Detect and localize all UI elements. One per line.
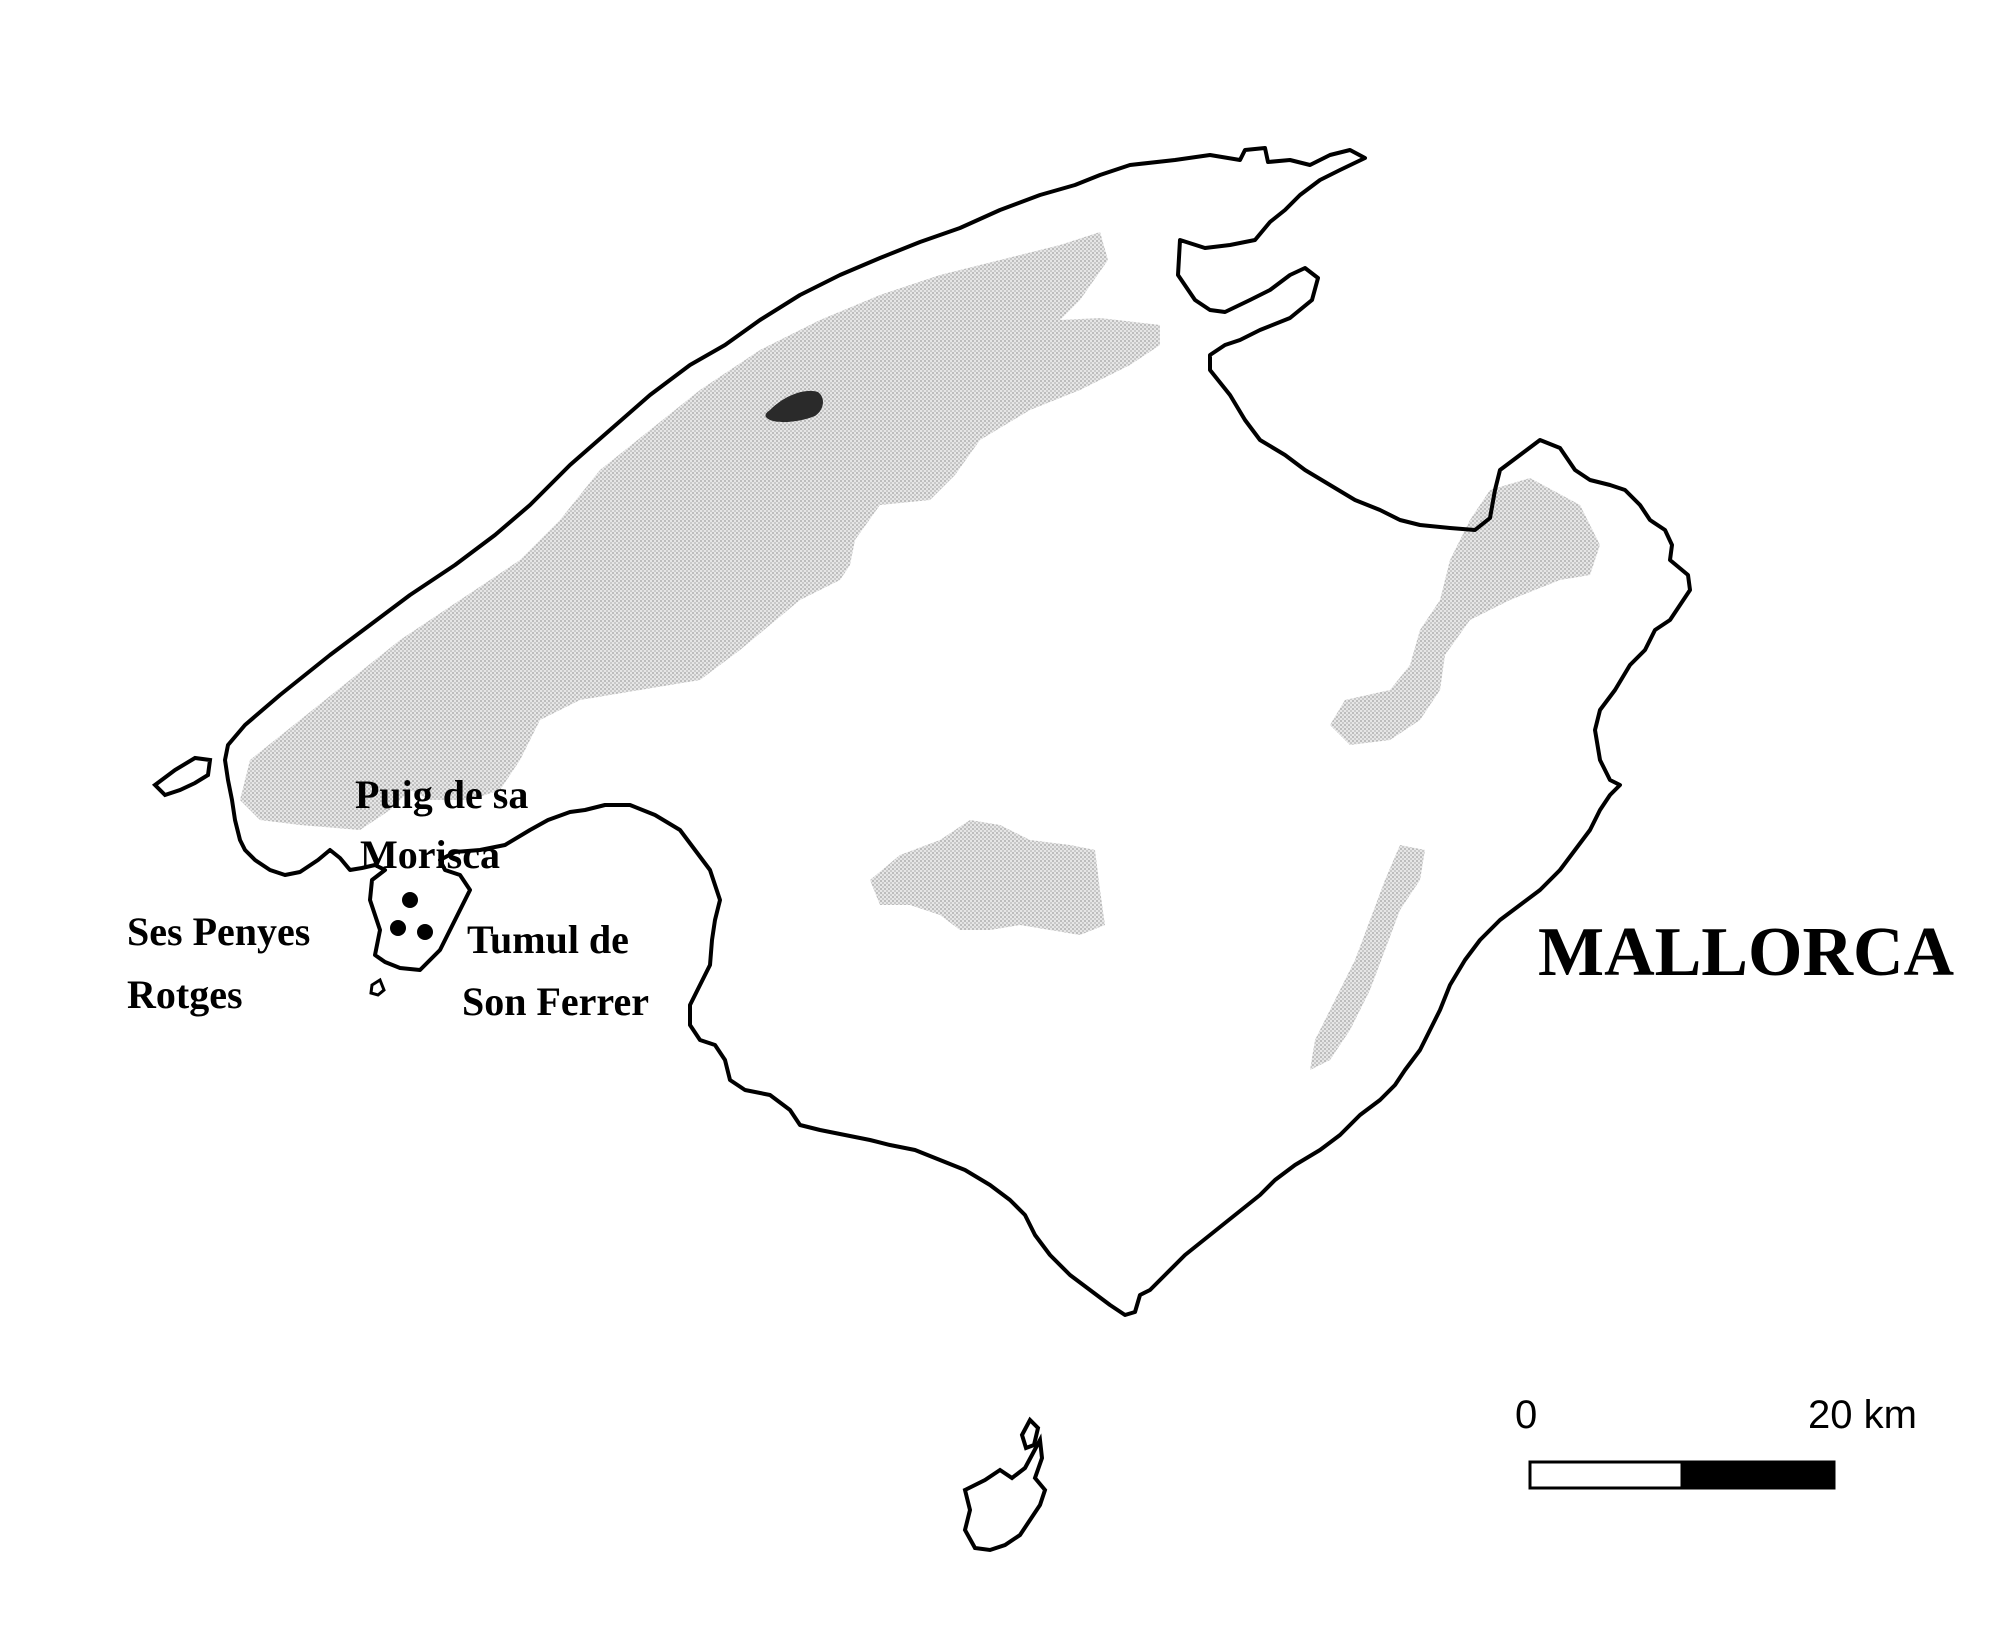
tramuntana-mountains <box>240 232 1160 830</box>
site-label-ses-penyes-rotges: Ses Penyes Rotges <box>127 909 320 1017</box>
site-marker-ses-penyes-rotges <box>390 920 406 936</box>
cabrera-island <box>962 1433 1048 1553</box>
islet <box>369 977 386 997</box>
site-marker-puig-de-sa-morisca <box>402 892 418 908</box>
summit-marker <box>765 390 824 423</box>
central-hills <box>870 820 1105 935</box>
site-marker-tumul-de-son-ferrer <box>417 924 433 940</box>
llevant-mountains <box>1330 478 1600 745</box>
scale-start-label: 0 <box>1515 1393 1537 1437</box>
llevant-mountains-south <box>1310 845 1425 1070</box>
scale-bar-light-segment <box>1528 1460 1684 1490</box>
site-label-puig-de-sa-morisca: Puig de sa Morisca <box>355 772 538 877</box>
scale-bar-dark-segment <box>1680 1460 1836 1490</box>
scale-end-label: 20 km <box>1808 1393 1917 1437</box>
site-label-tumul-de-son-ferrer: Tumul de Son Ferrer <box>462 917 649 1024</box>
dragonera-island <box>151 755 213 798</box>
map-title: MALLORCA <box>1538 914 1955 991</box>
mallorca-coastline <box>223 146 1692 1317</box>
scale-bar: 0 20 km <box>1515 1393 1917 1490</box>
cabrera-islet <box>1019 1416 1041 1451</box>
